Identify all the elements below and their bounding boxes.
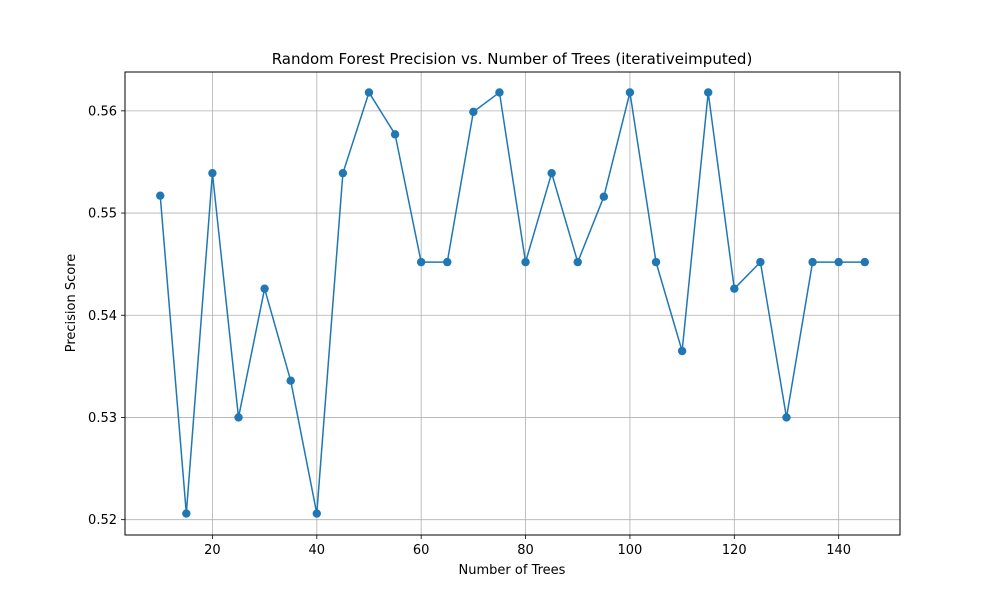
data-point	[338, 168, 348, 178]
data-point	[495, 88, 504, 97]
x-tick-label: 40	[309, 543, 326, 558]
y-tick-label: 0.56	[88, 104, 117, 119]
data-point	[443, 257, 452, 267]
series	[156, 88, 869, 518]
data-point	[860, 257, 869, 267]
data-point	[808, 257, 817, 267]
data-point	[782, 413, 791, 422]
data-point	[547, 168, 556, 178]
data-point	[234, 413, 243, 422]
data-point	[704, 88, 713, 97]
data-point	[156, 191, 165, 200]
axis-ticks: 20 40 60 80 100 120 140 0.52 0.53 0.54 0.55 0.56	[88, 104, 851, 558]
data-point	[390, 130, 400, 139]
data-point	[260, 284, 269, 293]
x-tick-label: 80	[517, 543, 534, 558]
data-point	[677, 346, 687, 356]
x-tick-label: 100	[618, 543, 643, 558]
chart-title: Random Forest Precision vs. Number of Tr…	[272, 50, 753, 68]
x-tick-label: 60	[413, 543, 430, 558]
data-point	[182, 509, 191, 518]
y-tick-label: 0.52	[88, 513, 117, 528]
data-point	[599, 192, 609, 201]
data-point	[312, 509, 321, 518]
data-point	[521, 257, 530, 267]
y-axis-label: Precision Score	[64, 254, 79, 353]
x-tick-label: 120	[722, 543, 747, 558]
data-point	[364, 88, 374, 97]
y-tick-label: 0.55	[88, 207, 117, 222]
data-point	[573, 257, 582, 267]
data-point	[469, 107, 478, 117]
plot-area-frame	[124, 71, 901, 536]
x-tick-label: 140	[826, 543, 851, 558]
y-tick-label: 0.54	[88, 309, 117, 324]
x-axis-label: Number of Trees	[459, 563, 566, 578]
data-point	[625, 88, 635, 97]
data-point	[730, 284, 739, 293]
data-point	[208, 168, 217, 178]
data-point	[834, 257, 843, 267]
series-line	[159, 91, 865, 515]
x-tick-label: 20	[204, 543, 221, 558]
data-point	[416, 257, 426, 267]
data-point	[651, 257, 661, 267]
data-point	[756, 257, 765, 267]
data-point	[286, 376, 295, 385]
grid	[125, 72, 900, 535]
y-tick-label: 0.53	[88, 411, 117, 426]
